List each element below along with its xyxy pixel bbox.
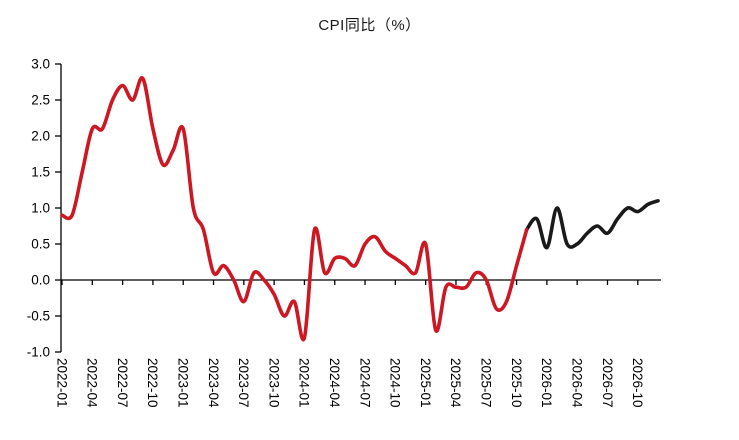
y-tick-label: 1.5 bbox=[31, 165, 50, 180]
x-tick-label: 2025-07 bbox=[479, 358, 494, 408]
y-tick-label: 0.0 bbox=[31, 273, 50, 288]
x-tick-label: 2023-04 bbox=[206, 358, 221, 408]
x-tick-label: 2026-07 bbox=[600, 358, 615, 408]
y-tick-label: 1.0 bbox=[31, 201, 50, 216]
chart-title: CPI同比（%） bbox=[318, 17, 421, 34]
x-tick-label: 2026-10 bbox=[630, 358, 645, 408]
series-line-historical bbox=[60, 76, 529, 342]
x-tick-label: 2024-04 bbox=[327, 358, 342, 408]
x-tick-label: 2024-07 bbox=[357, 358, 372, 408]
y-tick-label: 2.0 bbox=[31, 129, 50, 144]
x-tick-label: 2025-04 bbox=[448, 358, 463, 408]
y-tick-label: -1.0 bbox=[27, 345, 50, 360]
x-tick-label: 2024-01 bbox=[297, 358, 312, 408]
x-tick-label: 2023-07 bbox=[236, 358, 251, 408]
y-tick-label: 2.5 bbox=[31, 93, 50, 108]
series-line-forecast bbox=[524, 199, 660, 250]
x-tick-label: 2023-10 bbox=[266, 358, 281, 408]
x-tick-label: 2022-01 bbox=[54, 358, 69, 408]
x-tick-label: 2022-07 bbox=[115, 358, 130, 408]
x-tick-label: 2023-01 bbox=[175, 358, 190, 408]
x-tick-label: 2022-10 bbox=[145, 358, 160, 408]
y-tick-label: -0.5 bbox=[27, 309, 50, 324]
x-tick-label: 2026-04 bbox=[569, 358, 584, 408]
x-tick-label: 2025-10 bbox=[509, 358, 524, 408]
x-tick-label: 2025-01 bbox=[418, 358, 433, 408]
y-tick-label: 0.5 bbox=[31, 237, 50, 252]
y-tick-label: 3.0 bbox=[31, 57, 50, 72]
x-tick-label: 2022-04 bbox=[85, 358, 100, 408]
x-tick-label: 2026-01 bbox=[539, 358, 554, 408]
x-tick-label: 2024-10 bbox=[388, 358, 403, 408]
